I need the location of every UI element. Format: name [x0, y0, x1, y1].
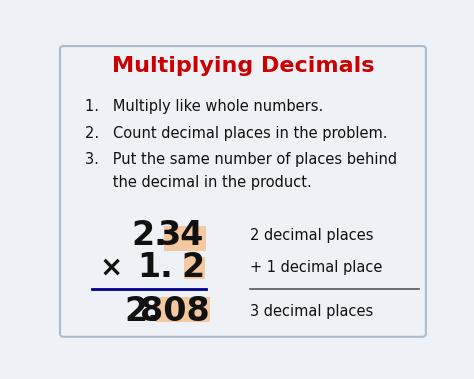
Text: 3.   Put the same number of places behind: 3. Put the same number of places behind [85, 152, 397, 167]
Text: 1.: 1. [137, 251, 173, 284]
Text: + 1 decimal place: + 1 decimal place [250, 260, 383, 275]
Text: 3 decimal places: 3 decimal places [250, 304, 374, 318]
Text: Multiplying Decimals: Multiplying Decimals [112, 56, 374, 76]
Text: 2.: 2. [132, 219, 168, 252]
Text: 1.   Multiply like whole numbers.: 1. Multiply like whole numbers. [85, 99, 323, 114]
FancyBboxPatch shape [184, 257, 205, 279]
FancyBboxPatch shape [155, 298, 210, 322]
Text: 2.   Count decimal places in the problem.: 2. Count decimal places in the problem. [85, 125, 387, 141]
Text: 2: 2 [181, 251, 204, 284]
Text: 2 decimal places: 2 decimal places [250, 228, 374, 243]
Text: ×: × [100, 253, 123, 281]
Text: 34: 34 [158, 219, 204, 252]
FancyBboxPatch shape [60, 46, 426, 337]
Text: 808: 808 [140, 294, 210, 327]
Text: the decimal in the product.: the decimal in the product. [85, 175, 312, 190]
FancyBboxPatch shape [164, 226, 206, 251]
Text: 2.: 2. [125, 294, 160, 327]
